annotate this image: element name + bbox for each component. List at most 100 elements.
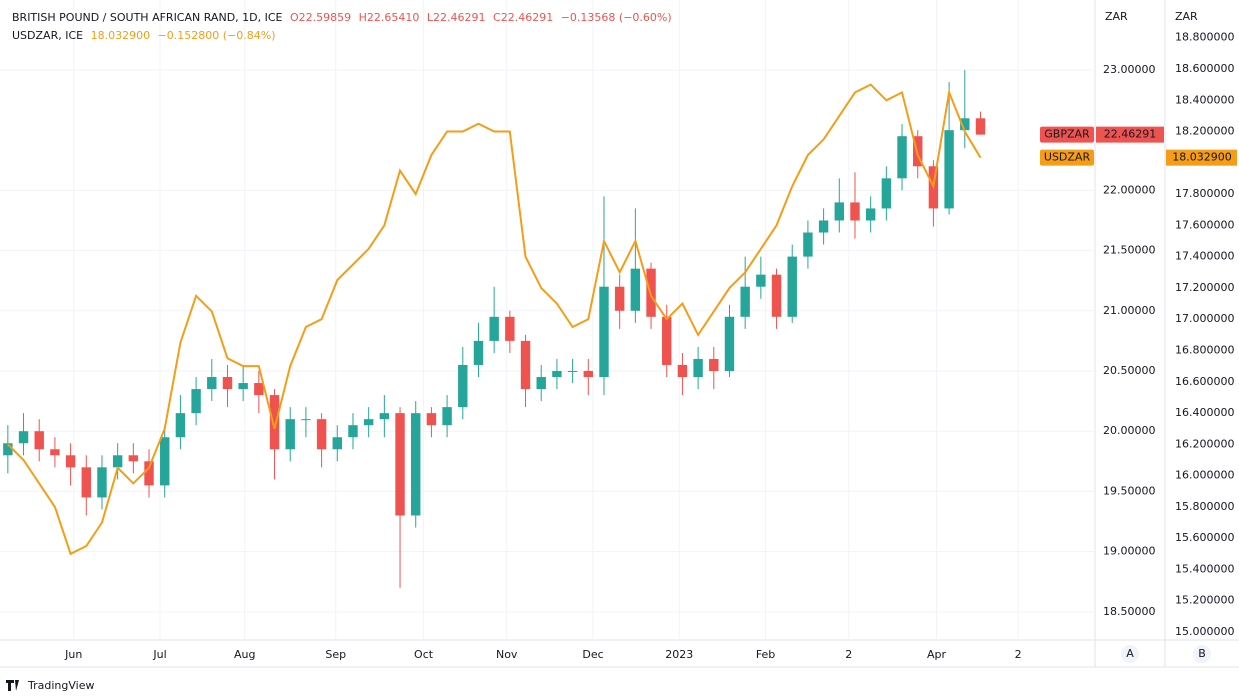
scale-button[interactable]: [1121, 645, 1139, 663]
candle-body: [944, 130, 954, 209]
candle-body: [426, 413, 437, 426]
x-tick-label: Aug: [234, 648, 255, 661]
candle-body: [395, 413, 405, 516]
compare-last: 18.032900: [90, 29, 151, 42]
candle-body: [316, 419, 327, 450]
y2-tick-label: 15.800000: [1175, 500, 1235, 513]
candle-body: [112, 455, 123, 468]
candle-body: [191, 389, 201, 414]
y2-tick-label: 17.600000: [1175, 218, 1235, 231]
candle-body: [332, 437, 342, 450]
x-tick-label: Apr: [927, 648, 947, 661]
y-tick-label: 19.00000: [1103, 545, 1156, 558]
candle-body: [552, 370, 562, 378]
x-tick-label: Jun: [64, 648, 82, 661]
y-tick-label: 19.50000: [1103, 484, 1156, 497]
ohlc-open: O22.59859: [290, 11, 352, 24]
price-tag: 18.032900: [1172, 151, 1232, 164]
candle-body: [567, 370, 578, 372]
candle-body: [850, 202, 860, 221]
candle-body: [207, 377, 217, 390]
y2-unit: ZAR: [1175, 10, 1198, 23]
candle-body: [897, 136, 907, 179]
candle-body: [442, 407, 452, 426]
candle-body: [599, 286, 609, 378]
candle-body: [81, 467, 91, 498]
candle-body: [614, 286, 625, 311]
y2-tick-label: 17.000000: [1175, 312, 1235, 325]
candle-body: [65, 455, 76, 468]
candle-body: [144, 461, 154, 486]
candle-body: [160, 437, 170, 486]
scale-button-label[interactable]: A: [1126, 647, 1134, 660]
x-tick-label: 2023: [665, 648, 693, 661]
y2-tick-label: 16.000000: [1175, 469, 1235, 482]
price-tag-name: USDZAR: [1044, 151, 1091, 164]
x-tick-label: Feb: [756, 648, 775, 661]
candle-body: [583, 370, 593, 378]
y2-tick-label: 16.400000: [1175, 406, 1235, 419]
y-tick-label: 21.50000: [1103, 244, 1156, 257]
price-tag-name-bg: [1040, 126, 1094, 143]
y2-tick-label: 17.400000: [1175, 250, 1235, 263]
candle-body: [771, 274, 782, 317]
line-series: [7, 83, 982, 556]
y2-tick-label: 18.600000: [1175, 62, 1235, 75]
candle-body: [709, 358, 719, 371]
y2-tick-label: 15.200000: [1175, 594, 1235, 607]
candle-body: [348, 425, 358, 438]
candle-body: [693, 358, 703, 378]
candle-body: [724, 316, 735, 371]
y2-tick-label: 18.400000: [1175, 93, 1235, 106]
price-tag-bg: [1096, 126, 1164, 143]
candle-body: [818, 220, 829, 233]
candle-body: [881, 178, 892, 209]
candle-body: [756, 274, 766, 287]
y-tick-label: 23.00000: [1103, 63, 1156, 76]
candle-body: [238, 383, 248, 390]
ohlc-change: −0.13568 (−0.60%): [560, 11, 672, 24]
candle-body: [18, 431, 29, 444]
y-tick-label: 18.50000: [1103, 605, 1156, 618]
candle-body: [128, 455, 139, 462]
candle-body: [458, 364, 468, 408]
y2-tick-label: 15.000000: [1175, 625, 1235, 638]
compare-change: −0.152800 (−0.84%): [157, 29, 276, 42]
candle-body: [97, 467, 107, 498]
y-unit: ZAR: [1105, 10, 1128, 23]
y2-tick-label: 15.600000: [1175, 531, 1235, 544]
y2-tick-label: 16.600000: [1175, 375, 1235, 388]
x-tick-label: Jul: [152, 648, 166, 661]
scale-button-label[interactable]: B: [1198, 647, 1206, 660]
scale-button[interactable]: [1193, 645, 1211, 663]
candle-body: [662, 316, 672, 365]
candle-body: [411, 413, 421, 516]
x-tick-label: 2: [1015, 648, 1022, 661]
candle-body: [222, 377, 233, 390]
price-tag: 22.46291: [1104, 128, 1157, 141]
ohlc-low: L22.46291: [426, 11, 486, 24]
y2-tick-label: 17.800000: [1175, 187, 1235, 200]
candle-body: [285, 419, 295, 450]
brand-name: TradingView: [27, 679, 94, 692]
y2-tick-label: 18.800000: [1175, 31, 1235, 44]
candle-body: [379, 413, 390, 420]
price-tag-bg: [1166, 149, 1237, 166]
y-tick-label: 20.00000: [1103, 424, 1156, 437]
candle-body: [960, 118, 970, 131]
candle-body: [175, 413, 186, 438]
symbol-legend: BRITISH POUND / SOUTH AFRICAN RAND, 1D, …: [12, 11, 676, 24]
candle-body: [740, 286, 750, 317]
compare-title: USDZAR, ICE: [12, 29, 84, 42]
symbol-title: BRITISH POUND / SOUTH AFRICAN RAND, 1D, …: [12, 11, 283, 24]
brand-logo: [6, 680, 19, 691]
candle-body: [363, 419, 374, 426]
candle-body: [803, 232, 813, 257]
candle-body: [787, 256, 797, 317]
ohlc-high: H22.65410: [358, 11, 420, 24]
x-tick-label: Nov: [496, 648, 518, 661]
candle-body: [473, 340, 484, 365]
candle-body: [834, 202, 844, 221]
